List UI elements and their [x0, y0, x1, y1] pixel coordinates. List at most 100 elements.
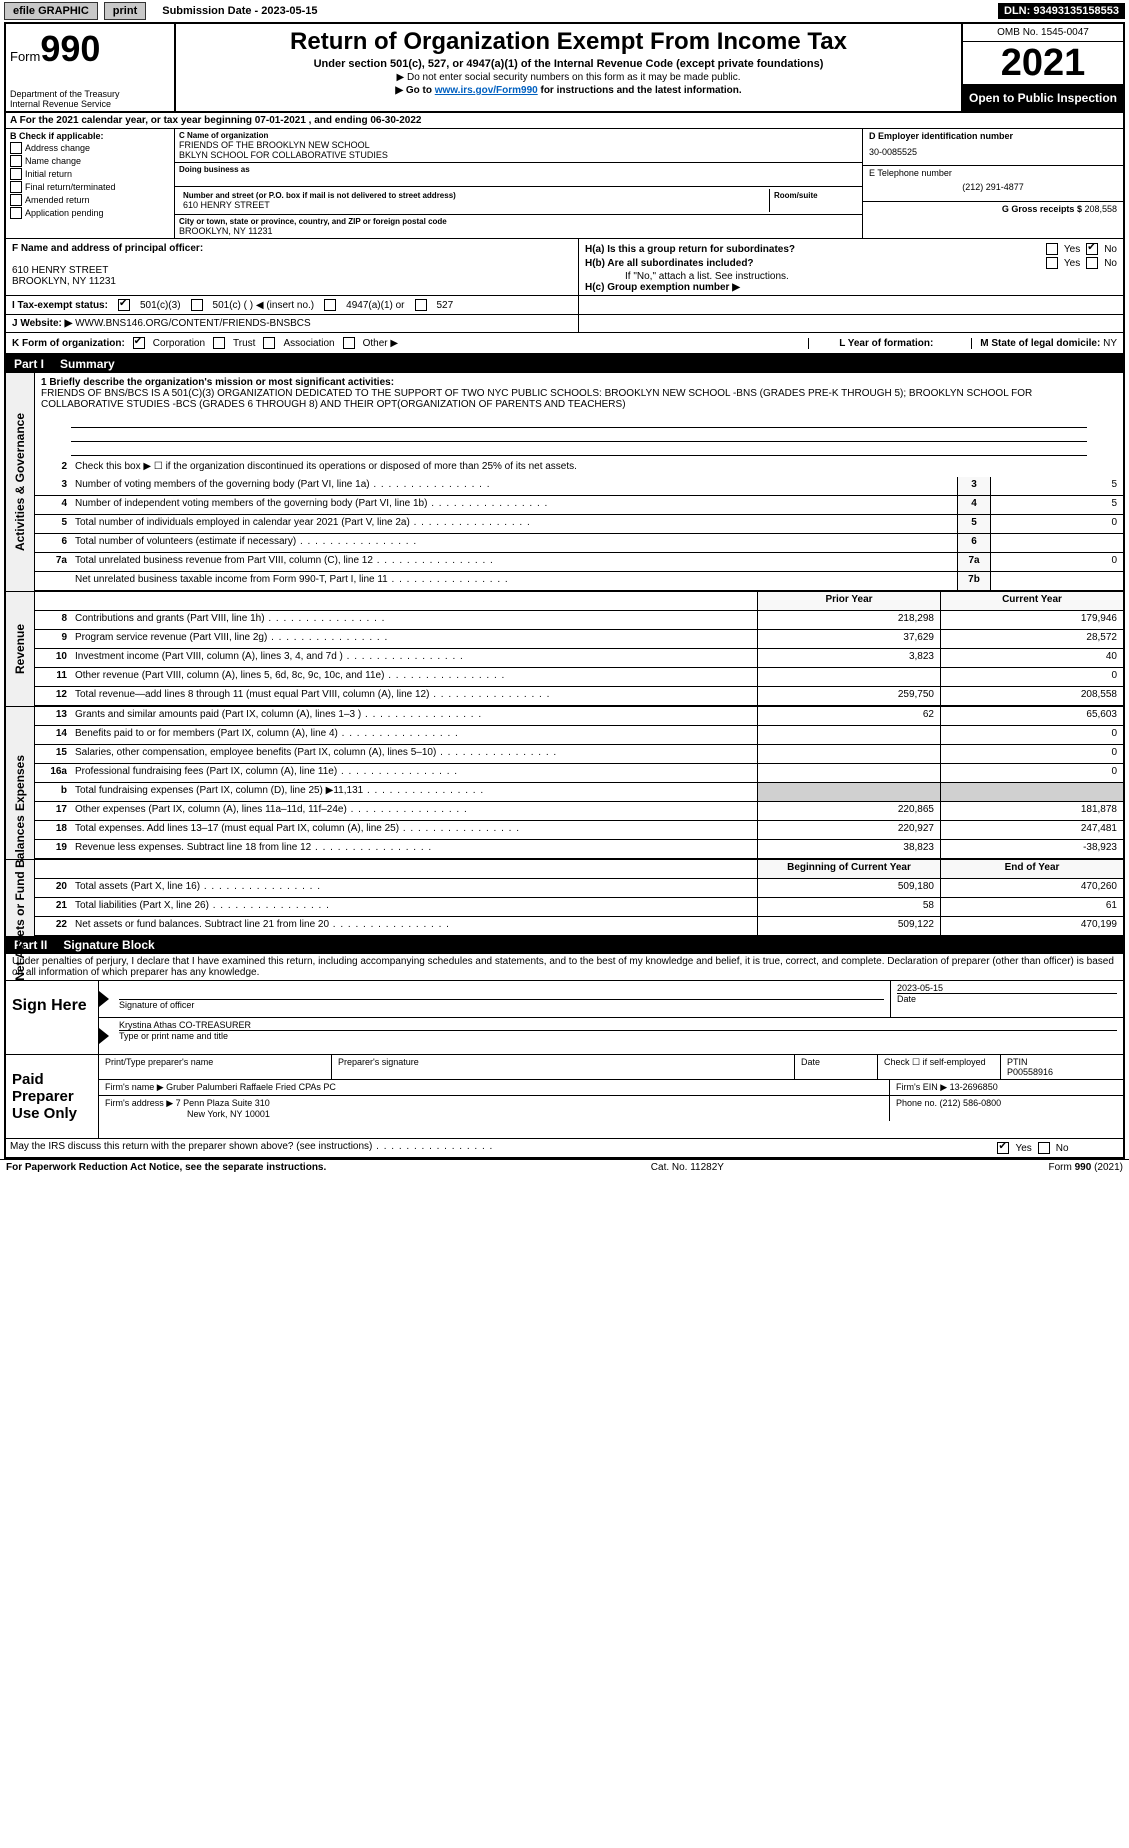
checkbox-name-change[interactable] — [10, 155, 22, 167]
data-row: 13Grants and similar amounts paid (Part … — [35, 707, 1123, 726]
sig-date: 2023-05-15 — [897, 983, 1117, 994]
may-irs-text: May the IRS discuss this return with the… — [6, 1139, 943, 1157]
col-b: B Check if applicable: Address change Na… — [6, 129, 175, 238]
f-addr2: BROOKLYN, NY 11231 — [12, 276, 572, 287]
arrow-icon-2 — [99, 1028, 109, 1044]
line-text: Other revenue (Part VIII, column (A), li… — [71, 668, 757, 686]
i-opt2: 501(c) ( ) ◀ (insert no.) — [213, 300, 315, 311]
form-note-2: ▶ Go to www.irs.gov/Form990 for instruct… — [180, 85, 957, 96]
cell-current: 28,572 — [940, 630, 1123, 648]
data-row: 18Total expenses. Add lines 13–17 (must … — [35, 821, 1123, 840]
checkbox-final-return[interactable] — [10, 181, 22, 193]
top-bar: efile GRAPHIC print Submission Date - 20… — [0, 0, 1129, 22]
k-corp-checkbox[interactable] — [133, 337, 145, 349]
row-i: I Tax-exempt status: 501(c)(3) 501(c) ( … — [6, 296, 1123, 315]
cell-current: 179,946 — [940, 611, 1123, 629]
ein-label: D Employer identification number — [869, 131, 1117, 141]
part1-revenue: Revenue Prior Year Current Year 8Contrib… — [6, 591, 1123, 706]
c-name-label: C Name of organization — [179, 131, 858, 140]
cb-label-4: Amended return — [25, 195, 90, 205]
cell-gray — [757, 783, 940, 801]
print-button[interactable]: print — [104, 2, 146, 20]
data-row: bTotal fundraising expenses (Part IX, co… — [35, 783, 1123, 802]
may-irs-no-checkbox[interactable] — [1038, 1142, 1050, 1154]
k-assoc-checkbox[interactable] — [263, 337, 275, 349]
checkbox-initial-return[interactable] — [10, 168, 22, 180]
sig-date-label: Date — [897, 994, 1117, 1004]
gov-row: 7aTotal unrelated business revenue from … — [35, 553, 1123, 572]
cell-current: 0 — [940, 745, 1123, 763]
cell-prior: 509,122 — [757, 917, 940, 935]
omb-number: OMB No. 1545-0047 — [963, 24, 1123, 42]
hb-note: If "No," attach a list. See instructions… — [585, 271, 1117, 282]
ha-no-checkbox[interactable] — [1086, 243, 1098, 255]
checkbox-address-change[interactable] — [10, 142, 22, 154]
hb-no-checkbox[interactable] — [1086, 257, 1098, 269]
line-text: Total number of individuals employed in … — [71, 515, 957, 533]
col-current-year: Current Year — [940, 592, 1123, 610]
may-irs-no: No — [1056, 1143, 1069, 1154]
row-a-begin: 07-01-2021 — [255, 115, 306, 126]
line-box: 7a — [957, 553, 990, 571]
data-row: 16aProfessional fundraising fees (Part I… — [35, 764, 1123, 783]
hb-yes-checkbox[interactable] — [1046, 257, 1058, 269]
cell-prior: 220,927 — [757, 821, 940, 839]
cell-current: 61 — [940, 898, 1123, 916]
i-527-checkbox[interactable] — [415, 299, 427, 311]
data-row: 22Net assets or fund balances. Subtract … — [35, 917, 1123, 936]
phone-label: E Telephone number — [869, 168, 1117, 178]
side-tab-governance: Activities & Governance — [13, 413, 27, 551]
i-501c-checkbox[interactable] — [191, 299, 203, 311]
col-c: C Name of organization FRIENDS OF THE BR… — [175, 129, 862, 238]
checkbox-app-pending[interactable] — [10, 207, 22, 219]
cell-current: 470,260 — [940, 879, 1123, 897]
gov-row: Net unrelated business taxable income fr… — [35, 572, 1123, 591]
check-self-employed: Check ☐ if self-employed — [878, 1055, 1001, 1079]
gov-row: 5Total number of individuals employed in… — [35, 515, 1123, 534]
line-text: Grants and similar amounts paid (Part IX… — [71, 707, 757, 725]
k-trust-checkbox[interactable] — [213, 337, 225, 349]
line-val — [990, 572, 1123, 590]
part1-governance: Activities & Governance 1 Briefly descri… — [6, 373, 1123, 591]
efile-button[interactable]: efile GRAPHIC — [4, 2, 98, 20]
j-label: J Website: ▶ — [12, 318, 72, 329]
line-text: Number of voting members of the governin… — [71, 477, 957, 495]
part2-header: Part II Signature Block — [6, 936, 1123, 954]
k-opt3: Other ▶ — [363, 338, 398, 349]
data-row: 17Other expenses (Part IX, column (A), l… — [35, 802, 1123, 821]
prep-name-label: Print/Type preparer's name — [99, 1055, 332, 1079]
firm-phone: (212) 586-0800 — [940, 1098, 1002, 1108]
line-num: 5 — [35, 515, 71, 533]
ha-yes-checkbox[interactable] — [1046, 243, 1058, 255]
m-value: NY — [1103, 338, 1117, 349]
may-irs-yes-checkbox[interactable] — [997, 1142, 1009, 1154]
hc-label: H(c) Group exemption number ▶ — [585, 282, 1117, 293]
cell-gray — [940, 783, 1123, 801]
line-text: Contributions and grants (Part VIII, lin… — [71, 611, 757, 629]
line-num: 4 — [35, 496, 71, 514]
part1-expenses: Expenses 13Grants and similar amounts pa… — [6, 706, 1123, 859]
line-text: Investment income (Part VIII, column (A)… — [71, 649, 757, 667]
line-text: Program service revenue (Part VIII, line… — [71, 630, 757, 648]
line-num: 19 — [35, 840, 71, 858]
cell-prior: 38,823 — [757, 840, 940, 858]
k-other-checkbox[interactable] — [343, 337, 355, 349]
line-num — [35, 572, 71, 590]
k-label: K Form of organization: — [12, 338, 125, 349]
dept-treasury: Department of the Treasury Internal Reve… — [10, 89, 120, 109]
line-val: 0 — [990, 553, 1123, 571]
cell-prior: 37,629 — [757, 630, 940, 648]
checkbox-amended[interactable] — [10, 194, 22, 206]
line-val: 5 — [990, 496, 1123, 514]
i-501c3-checkbox[interactable] — [118, 299, 130, 311]
line-text: Total unrelated business revenue from Pa… — [71, 553, 957, 571]
officer-name: Krystina Athas CO-TREASURER — [119, 1020, 1117, 1031]
line-num: 7a — [35, 553, 71, 571]
line-text: Net unrelated business taxable income fr… — [71, 572, 957, 590]
line-num: 15 — [35, 745, 71, 763]
irs-link[interactable]: www.irs.gov/Form990 — [435, 85, 538, 96]
gross-receipts-value: 208,558 — [1084, 204, 1117, 214]
part1-header: Part I Summary — [6, 355, 1123, 373]
i-4947-checkbox[interactable] — [324, 299, 336, 311]
line-text: Total expenses. Add lines 13–17 (must eq… — [71, 821, 757, 839]
